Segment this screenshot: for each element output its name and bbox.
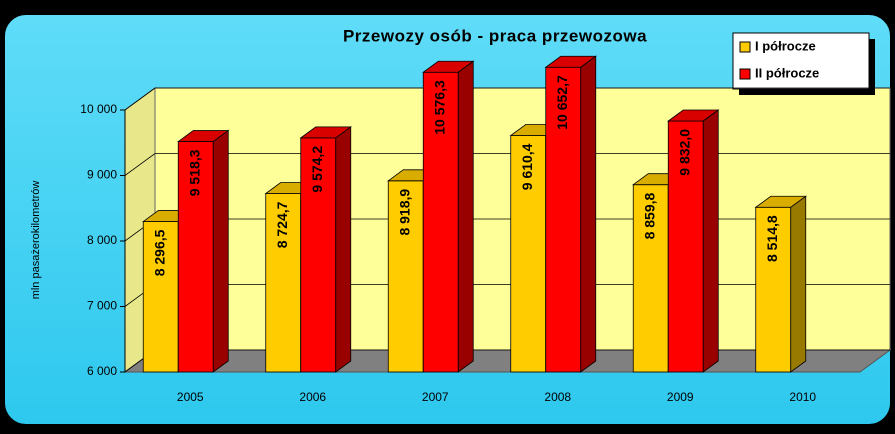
- bar: [632, 184, 669, 373]
- legend: [732, 32, 870, 90]
- data-label: 8 918,9: [396, 189, 412, 236]
- legend-label: I półrocze: [755, 38, 816, 53]
- x-tick-label: 2006: [299, 390, 326, 404]
- x-tick-label: 2009: [667, 390, 694, 404]
- bar-side: [702, 109, 719, 373]
- grid-line: [124, 153, 890, 176]
- grid-line: [124, 87, 890, 111]
- bar-side: [580, 55, 597, 373]
- bar-side: [335, 126, 352, 373]
- bar: [755, 206, 792, 373]
- x-tick-label: 2005: [177, 390, 204, 404]
- data-label: 9 518,3: [186, 149, 202, 196]
- legend-swatch: [739, 41, 751, 53]
- x-tick-label: 2008: [544, 390, 571, 404]
- legend-label: II półrocze: [755, 65, 819, 80]
- bar: [177, 141, 214, 373]
- bar-side: [212, 129, 229, 373]
- data-label: 8 296,5: [151, 229, 167, 276]
- y-tick-label: 8 000: [87, 233, 117, 247]
- data-label: 8 514,8: [764, 215, 780, 262]
- x-tick-label: 2010: [789, 390, 816, 404]
- data-label: 9 832,0: [676, 129, 692, 176]
- y-axis-label: mln pasażerokilometrów: [30, 181, 42, 300]
- legend-swatch: [739, 68, 751, 80]
- bar: [300, 137, 337, 373]
- bar-side: [457, 60, 474, 373]
- y-tick-label: 7 000: [87, 299, 117, 313]
- y-tick-label: 6 000: [87, 364, 117, 378]
- bar: [422, 71, 459, 373]
- y-tick-label: 10 000: [80, 102, 117, 116]
- data-label: 8 724,7: [274, 201, 290, 248]
- data-label: 9 610,4: [519, 143, 535, 190]
- data-label: 10 576,3: [431, 80, 447, 135]
- data-label: 8 859,8: [641, 192, 657, 239]
- bar: [510, 135, 547, 373]
- data-label: 9 574,2: [309, 146, 325, 193]
- x-tick-label: 2007: [422, 390, 449, 404]
- bar: [142, 221, 179, 373]
- y-tick-label: 9 000: [87, 168, 117, 182]
- bar-side: [790, 195, 807, 373]
- bar: [545, 66, 582, 373]
- data-label: 10 652,7: [554, 75, 570, 130]
- chart-title: Przewozy osób - praca przewozowa: [343, 26, 647, 45]
- bar: [387, 180, 424, 373]
